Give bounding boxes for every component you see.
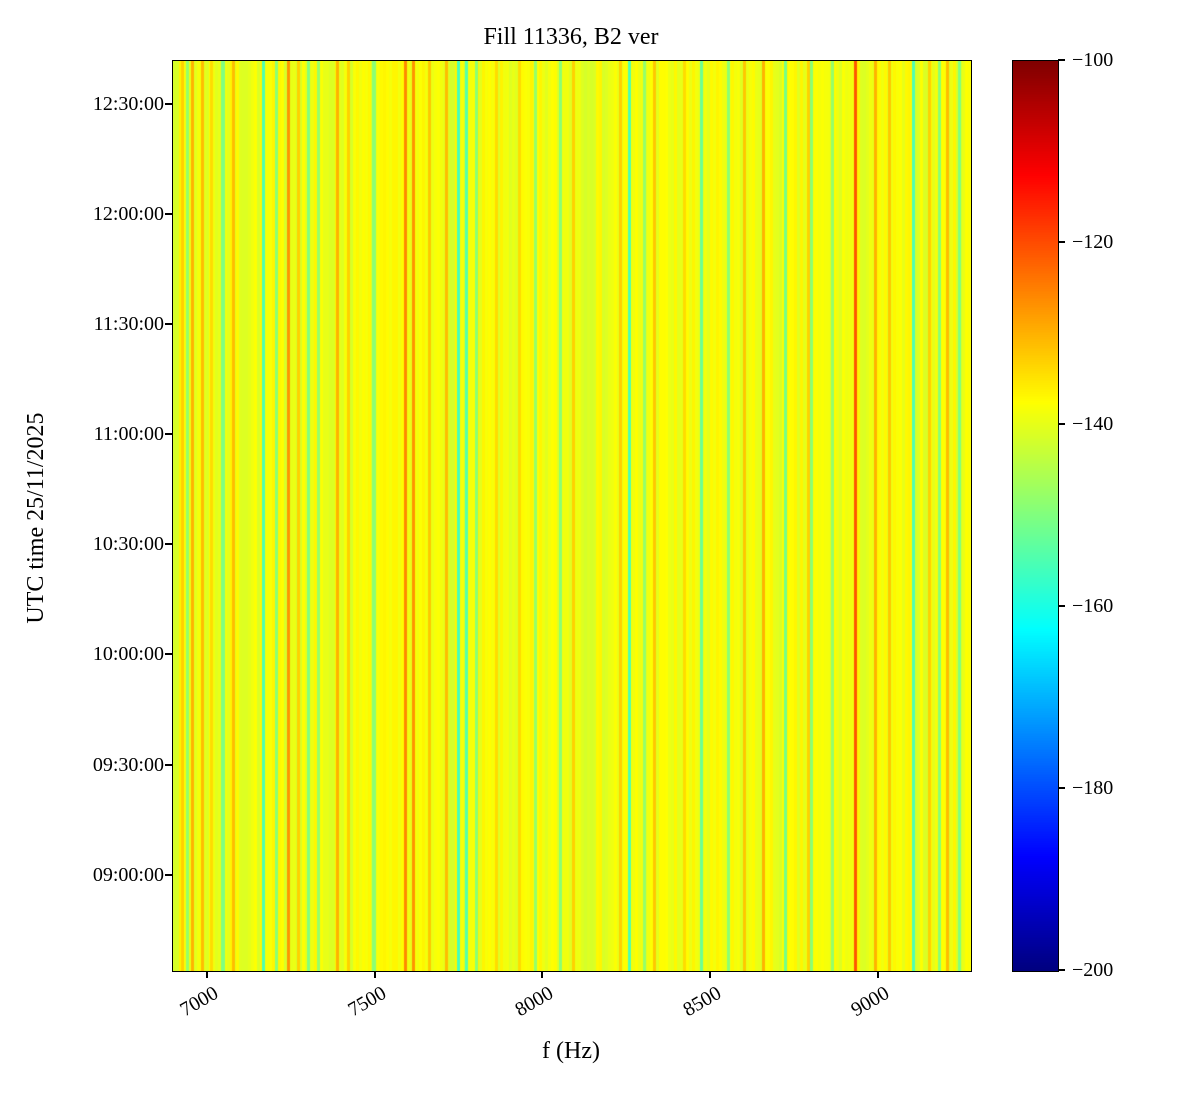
y-axis-label: UTC time 25/11/2025 [23, 412, 49, 624]
colorbar-tick-mark [1058, 59, 1065, 61]
colorbar-canvas [1013, 61, 1058, 971]
colorbar-tick-mark [1058, 787, 1065, 789]
y-tick-mark [165, 873, 172, 876]
heatmap-plot-area [172, 60, 972, 972]
y-tick-label: 09:30:00 [92, 753, 164, 776]
x-tick-mark [205, 971, 208, 978]
y-tick-mark [165, 763, 172, 766]
colorbar-tick-mark [1058, 423, 1065, 425]
y-tick-mark [165, 213, 172, 216]
y-tick-label: 12:30:00 [92, 93, 164, 116]
colorbar [1012, 60, 1059, 972]
y-tick-mark [165, 323, 172, 326]
colorbar-tick-label: −200 [1072, 959, 1114, 981]
colorbar-tick-mark [1058, 969, 1065, 971]
x-tick-mark [373, 971, 376, 978]
y-tick-mark [165, 653, 172, 656]
y-tick-label: 12:00:00 [92, 203, 164, 226]
colorbar-tick-label: −100 [1072, 49, 1114, 71]
y-tick-label: 10:00:00 [92, 643, 164, 666]
y-tick-label: 09:00:00 [92, 863, 164, 886]
x-axis-label: f (Hz) [542, 1038, 600, 1064]
y-tick-mark [165, 543, 172, 546]
y-tick-label: 11:00:00 [93, 423, 164, 446]
colorbar-tick-mark [1058, 241, 1065, 243]
colorbar-tick-label: −180 [1072, 777, 1114, 799]
y-tick-mark [165, 433, 172, 436]
x-tick-mark [877, 971, 880, 978]
colorbar-tick-mark [1058, 605, 1065, 607]
heatmap-canvas [173, 61, 971, 971]
y-tick-label: 10:30:00 [92, 533, 164, 556]
colorbar-tick-label: −140 [1072, 413, 1114, 435]
chart-title: Fill 11336, B2 ver [483, 24, 659, 50]
x-tick-mark [541, 971, 544, 978]
y-tick-label: 11:30:00 [93, 313, 164, 336]
colorbar-tick-label: −160 [1072, 595, 1114, 617]
x-tick-mark [709, 971, 712, 978]
y-tick-mark [165, 103, 172, 106]
colorbar-tick-label: −120 [1072, 231, 1114, 253]
